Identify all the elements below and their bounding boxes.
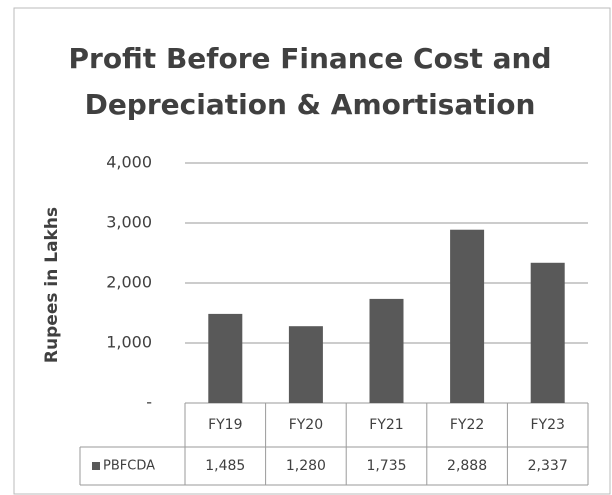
table-value: 1,735 [366, 458, 406, 474]
y-tick-label: 3,000 [106, 213, 152, 232]
x-tick-label: FY19 [208, 417, 242, 433]
bar [288, 326, 323, 403]
legend-swatch [92, 462, 100, 470]
legend-label: PBFCDA [103, 459, 155, 474]
chart-border [13, 7, 611, 495]
chart-title: Profit Before Finance Cost and Depreciat… [68, 42, 552, 121]
y-tick-label: - [146, 393, 152, 412]
y-tick-label: 1,000 [106, 333, 152, 352]
bar [369, 298, 404, 403]
bar [530, 262, 565, 403]
table-value: 1,485 [205, 458, 245, 474]
y-axis-label: Rupees in Lakhs [42, 207, 62, 363]
x-tick-label: FY21 [369, 417, 403, 433]
y-tick-label: 4,000 [106, 153, 152, 172]
bar [450, 229, 485, 403]
x-tick-label: FY22 [450, 417, 484, 433]
table-value: 2,888 [447, 458, 487, 474]
y-tick-label: 2,000 [106, 273, 152, 292]
table-value: 2,337 [528, 458, 568, 474]
table-value: 1,280 [286, 458, 326, 474]
x-tick-label: FY20 [289, 417, 323, 433]
bar [208, 313, 243, 403]
x-tick-label: FY23 [530, 417, 564, 433]
